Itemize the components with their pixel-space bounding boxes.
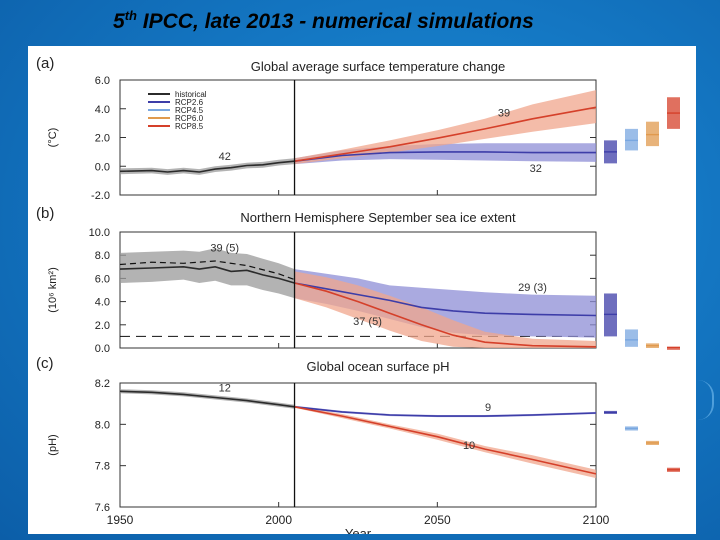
y-tick-label: 0.0	[95, 161, 110, 173]
y-tick-label: 6.0	[95, 273, 110, 285]
x-tick-label: 2050	[424, 513, 451, 527]
annotation-label: 10	[463, 440, 475, 452]
y-tick-label: 4.0	[95, 297, 110, 309]
side-bar	[625, 128, 638, 151]
panel-label: (a)	[36, 55, 54, 72]
series-line	[294, 282, 597, 348]
uncertainty-band	[120, 248, 295, 299]
decorative-swirl	[698, 380, 714, 420]
title-superscript: th	[124, 8, 137, 23]
annotation-label: 29 (3)	[518, 282, 547, 294]
y-tick-label: 10.0	[89, 227, 110, 239]
side-bar	[646, 121, 659, 147]
series-line	[119, 265, 295, 284]
y-tick-label: -2.0	[91, 190, 110, 202]
annotation-label: 12	[219, 382, 231, 394]
title-prefix: 5	[113, 10, 125, 33]
y-tick-label: 2.0	[95, 133, 110, 145]
series-line	[294, 406, 597, 475]
y-tick-label: 4.0	[95, 104, 110, 116]
series-line	[294, 151, 596, 162]
annotation-label: 42	[219, 151, 231, 163]
y-axis-label: (°C)	[47, 128, 59, 148]
title-rest: IPCC, late 2013 - numerical simulations	[136, 10, 534, 33]
y-tick-label: 2.0	[95, 320, 110, 332]
series-line	[294, 106, 597, 162]
x-tick-label: 2100	[583, 513, 610, 527]
series-line	[119, 160, 295, 173]
y-tick-label: 7.6	[95, 502, 110, 514]
y-axis-label: (10⁶ km²)	[47, 267, 59, 312]
series-line	[119, 260, 295, 281]
legend-label: historical	[175, 90, 207, 99]
uncertainty-band	[120, 389, 295, 409]
y-axis-label: (pH)	[47, 434, 59, 455]
y-tick-label: 8.0	[95, 419, 110, 431]
x-tick-label: 2000	[265, 513, 292, 527]
y-tick-label: 0.0	[95, 343, 110, 355]
legend-label: RCP6.0	[175, 114, 204, 123]
legend-label: RCP4.5	[175, 106, 204, 115]
legend-label: RCP8.5	[175, 122, 204, 131]
x-tick-label: 1950	[107, 513, 134, 527]
series-line	[294, 406, 597, 417]
uncertainty-band	[294, 90, 596, 165]
annotation-label: 9	[485, 402, 491, 414]
series-line	[294, 282, 597, 317]
panel-title: Global average surface temperature chang…	[251, 59, 505, 74]
side-bar	[625, 329, 638, 347]
legend-label: RCP2.6	[175, 98, 204, 107]
x-axis-label: Year	[345, 526, 372, 534]
y-tick-label: 6.0	[95, 75, 110, 87]
uncertainty-band	[294, 405, 596, 479]
series-line	[119, 390, 295, 408]
annotation-label: 39	[498, 108, 510, 120]
y-tick-label: 8.0	[95, 250, 110, 262]
uncertainty-band	[294, 271, 596, 348]
plot-frame	[119, 382, 597, 508]
ipcc-figure: (a) Global average surface temperature ch…	[36, 55, 680, 540]
panel-title: Northern Hemisphere September sea ice ex…	[240, 210, 516, 225]
panel-title: Global ocean surface pH	[306, 359, 449, 374]
panel-label: (b)	[36, 205, 54, 222]
panel-label: (c)	[36, 355, 54, 372]
y-tick-label: 7.8	[95, 461, 110, 473]
plot-frame	[119, 231, 597, 349]
uncertainty-band	[294, 269, 596, 338]
figure-panel: (a) Global average surface temperature ch…	[28, 46, 696, 540]
annotation-label: 37 (5)	[353, 316, 382, 328]
uncertainty-band	[120, 158, 295, 175]
annotation-label: 32	[530, 163, 542, 175]
y-tick-label: 8.2	[95, 378, 110, 390]
annotation-label: 39 (5)	[210, 243, 239, 255]
slide-title-text: 5th IPCC, late 2013 - numerical simulati…	[113, 8, 534, 34]
side-bar	[667, 346, 680, 350]
